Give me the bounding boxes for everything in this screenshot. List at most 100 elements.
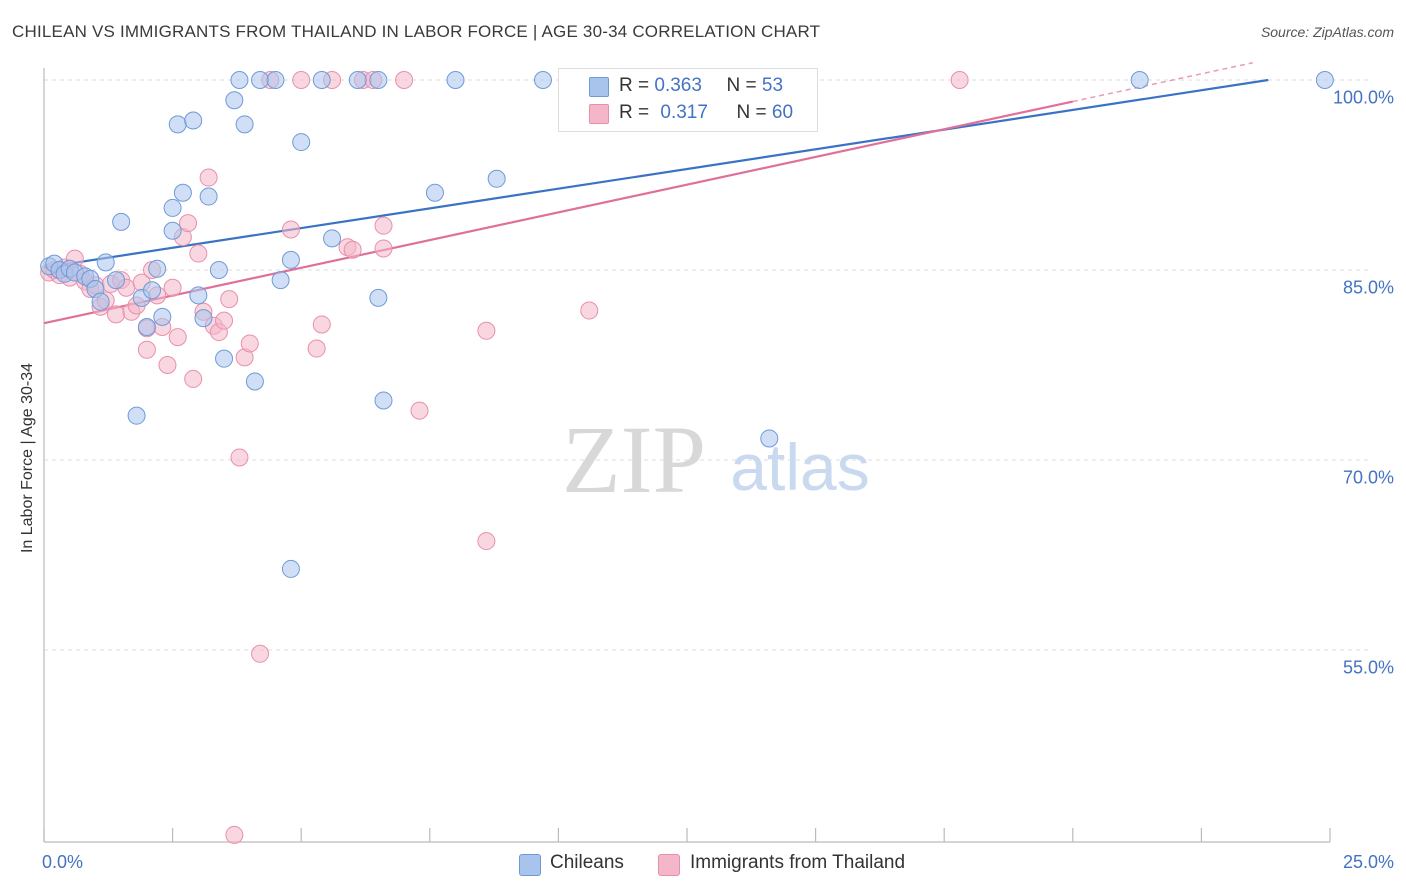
legend-r-value: 0.317 [660,102,708,123]
point-chilean [1315,71,1334,89]
y-tick-label: 85.0% [1342,277,1394,298]
trend-line-thailand [43,100,1074,325]
legend-n-value: 60 [771,102,794,123]
point-thailand [307,339,326,358]
point-thailand [158,356,177,374]
legend-r-label: R = [619,75,650,96]
point-chilean [127,406,146,425]
point-chilean [1130,71,1149,89]
y-tick-label: 100.0% [1332,87,1394,108]
legend-n-value: 53 [761,75,784,96]
point-thailand [477,532,496,551]
point-thailand [163,278,182,297]
y-tick-label: 55.0% [1342,657,1394,678]
watermark-atlas: atlas [730,430,869,504]
chart-title: CHILEAN VS IMMIGRANTS FROM THAILAND IN L… [12,22,821,41]
point-thailand [477,321,496,340]
point-chilean [271,271,290,290]
point-chilean [209,261,228,279]
point-chilean [96,253,115,272]
point-thailand [184,369,203,388]
point-thailand [107,305,126,324]
legend-r-label: R = [619,102,650,123]
point-chilean [374,391,393,410]
point-chilean [91,292,110,311]
point-chilean [215,349,234,368]
legend-swatch-thailand [589,104,609,124]
point-chilean [369,288,388,307]
point-thailand [312,315,331,334]
source-label: Source: ZipAtlas.com [1260,24,1394,40]
data-points [40,71,1334,844]
point-thailand [189,244,208,263]
point-chilean [173,183,192,202]
point-thailand [374,216,393,235]
point-thailand [410,401,429,420]
bottom-legend-thailand: Immigrants from Thailand [690,852,906,873]
point-chilean [163,198,182,217]
point-thailand [580,301,599,320]
point-thailand [199,168,218,187]
point-chilean [760,429,779,448]
point-thailand [395,71,414,89]
point-chilean [292,133,311,152]
watermark: ZIP atlas [562,406,870,513]
point-chilean [230,71,249,89]
point-thailand [240,334,259,353]
y-axis-label: In Labor Force | Age 30-34 [19,362,36,554]
point-chilean [245,372,264,391]
point-thailand [215,311,234,330]
point-chilean [281,559,300,578]
point-thailand [281,220,300,239]
point-chilean [143,281,162,300]
point-chilean [312,71,331,89]
point-chilean [189,286,208,305]
x-tick-label-min: 0.0% [42,852,84,872]
point-thailand [220,290,239,309]
point-thailand [292,71,311,89]
bottom-legend-swatch-thailand [658,854,680,876]
point-thailand [179,214,198,233]
point-chilean [369,71,388,89]
point-chilean [148,259,167,278]
point-chilean [112,212,131,231]
point-chilean [235,115,254,134]
legend-n-label: N = [726,75,757,96]
point-chilean [199,187,218,206]
trend-lines [43,62,1269,325]
y-tick-label: 70.0% [1342,467,1394,488]
legend-swatch-chileans [589,77,609,97]
bottom-legend-chileans: Chileans [550,852,624,873]
point-thailand [950,71,969,89]
point-chilean [153,307,172,326]
point-thailand [374,239,393,258]
point-thailand [343,240,362,259]
point-chilean [163,221,182,240]
legend-row-thailand: R = 0.317 N = 60 [619,102,793,124]
point-chilean [184,111,203,130]
point-chilean [137,318,156,336]
trend-line-chileans [43,78,1269,269]
legend-n-label: N = [736,102,767,123]
point-chilean [251,71,270,89]
trend-line-thailand-extension [1072,62,1253,103]
gridlines [44,79,1370,651]
x-tick-label-max: 25.0% [1342,852,1394,872]
point-thailand [168,328,187,347]
bottom-legend-swatch-chileans [519,854,541,876]
axes [43,68,1331,843]
point-chilean [107,271,126,290]
point-chilean [425,183,444,202]
point-chilean [533,71,552,89]
point-chilean [281,250,300,269]
point-chilean [194,309,213,328]
correlation-legend: R = 0.363 N = 53 R = 0.317 N = 60 [558,68,818,132]
point-thailand [137,340,156,359]
point-chilean [168,115,187,134]
point-thailand [225,825,244,844]
point-chilean [225,91,244,110]
point-chilean [348,71,367,89]
watermark-zip: ZIP [562,406,706,513]
point-chilean [266,71,285,89]
